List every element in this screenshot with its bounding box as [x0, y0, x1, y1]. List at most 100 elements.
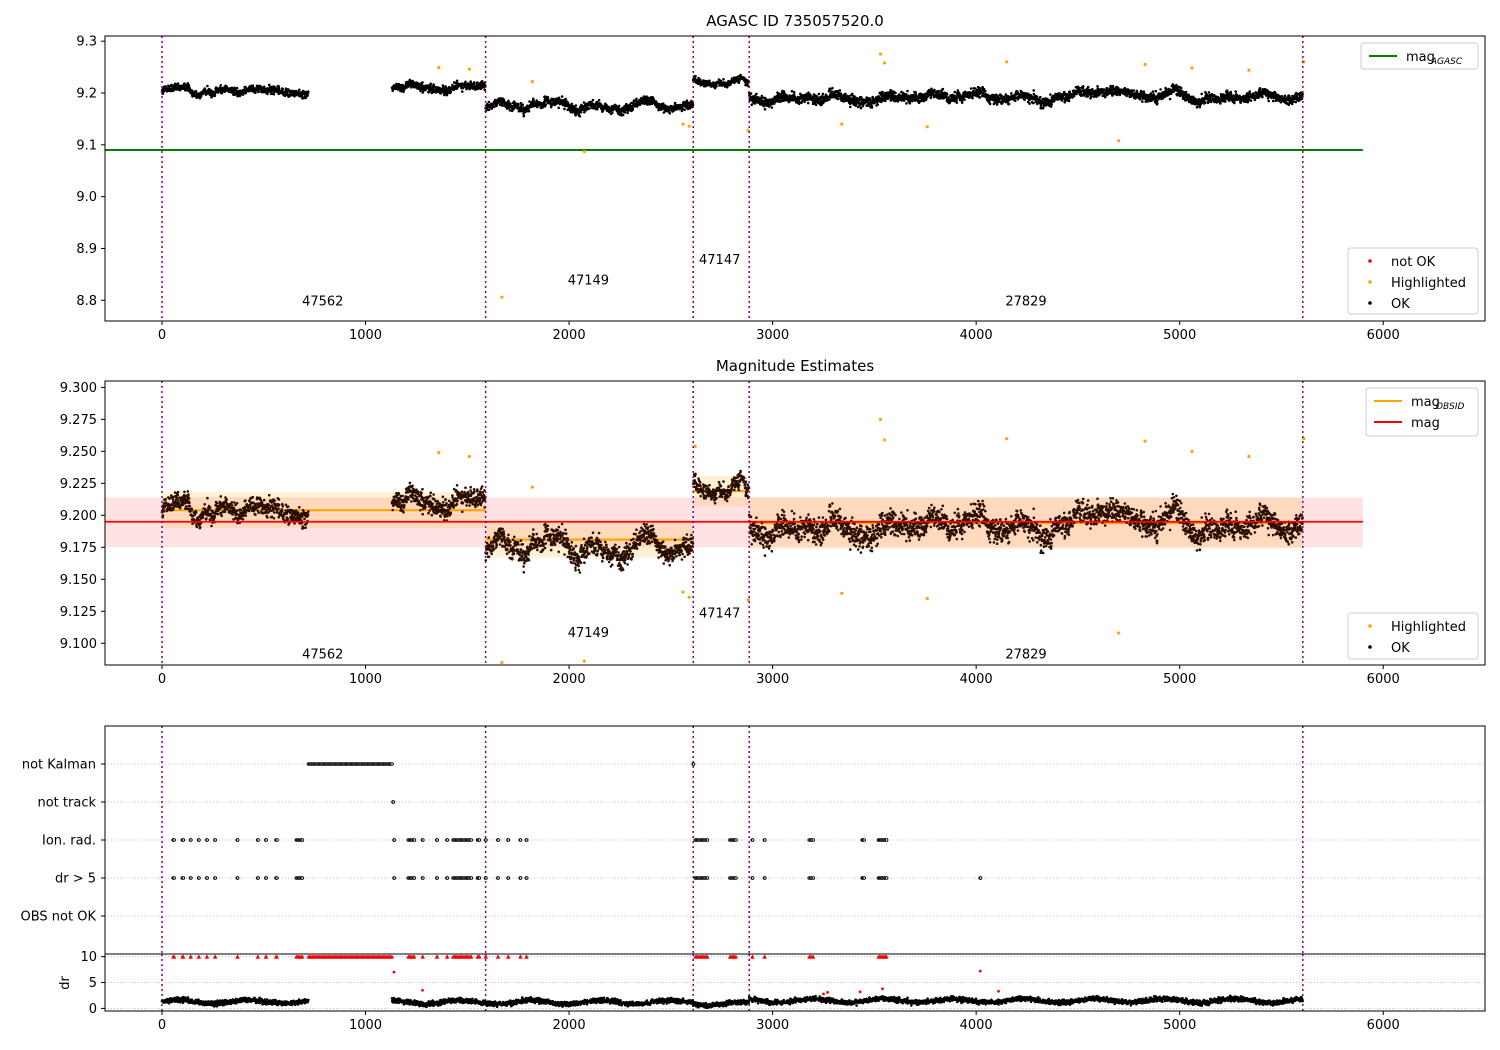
ok-point — [945, 93, 949, 96]
ok-point — [768, 104, 772, 107]
ok-point — [621, 113, 625, 117]
ok-point — [792, 90, 796, 94]
x-tick-label: 2000 — [553, 328, 586, 343]
ok-point — [821, 92, 825, 96]
highlighted-point — [467, 67, 471, 71]
ok-point — [814, 103, 818, 107]
ok-point — [176, 82, 180, 85]
ok-point — [894, 91, 897, 95]
ok-point — [635, 97, 638, 101]
ok-point — [1151, 90, 1155, 93]
ok-point — [517, 103, 520, 107]
ok-point — [527, 109, 531, 113]
ok-point — [557, 106, 560, 110]
ok-point — [1050, 102, 1053, 106]
y-tick-label: 9.2 — [76, 87, 97, 102]
ok-point — [298, 88, 301, 92]
ok-point — [838, 89, 842, 92]
ok-point — [1103, 95, 1107, 99]
ok-point — [839, 92, 843, 95]
ok-point — [971, 96, 974, 100]
ok-point — [816, 95, 819, 98]
ok-point — [421, 81, 424, 84]
ok-point — [1068, 90, 1071, 93]
ok-point — [206, 84, 209, 88]
ok-point — [1007, 102, 1011, 106]
highlighted-point — [1247, 68, 1251, 72]
ok-point — [762, 104, 765, 108]
ok-point — [281, 88, 285, 91]
ok-point — [722, 78, 725, 81]
ok-point — [307, 90, 310, 93]
ok-point — [272, 92, 276, 96]
ok-point — [487, 108, 491, 112]
ok-point — [906, 89, 909, 93]
ok-point — [210, 524, 213, 528]
ok-point — [836, 97, 840, 101]
ok-point — [955, 101, 959, 104]
ok-point — [611, 111, 614, 115]
ok-point — [849, 105, 852, 109]
ok-point — [1233, 101, 1236, 105]
highlighted-point — [878, 52, 883, 56]
ok-point — [1246, 100, 1250, 104]
ok-point — [1154, 89, 1158, 93]
ok-point — [188, 501, 191, 505]
ok-point — [876, 103, 879, 106]
ok-point — [1156, 99, 1159, 102]
ok-point — [574, 104, 578, 107]
ok-point — [1072, 94, 1076, 98]
ok-point — [277, 85, 281, 88]
ok-point — [213, 94, 217, 97]
ok-point — [790, 89, 794, 93]
ok-point — [963, 98, 966, 101]
magnitude-estimates-panel: 0 1000 2000 3000 4000 5000 6000 9.1009.1259.15… — [60, 357, 1486, 687]
y-tick-label: 8.8 — [76, 294, 97, 309]
ok-point — [1141, 100, 1144, 103]
ok-point — [461, 86, 465, 90]
ok-point — [591, 98, 595, 102]
ok-point — [831, 86, 834, 90]
ok-point — [186, 490, 190, 493]
ok-point — [1258, 87, 1262, 91]
legend-marker — [1368, 301, 1372, 305]
ok-point — [461, 90, 464, 93]
ok-point — [254, 91, 257, 95]
ok-point — [1267, 99, 1270, 103]
ok-point — [1287, 103, 1291, 106]
ok-point — [521, 103, 524, 106]
y-tick-label: 8.9 — [76, 242, 97, 257]
ok-point — [960, 101, 964, 104]
ok-point — [988, 102, 992, 106]
ok-point — [1013, 99, 1017, 102]
ok-point — [177, 502, 181, 505]
highlighted-point — [1190, 66, 1194, 70]
ok-point — [262, 85, 266, 89]
ok-point — [631, 107, 635, 110]
ok-point — [1290, 102, 1294, 106]
ok-point — [270, 92, 274, 95]
x-tick-label: 1000 — [349, 328, 382, 343]
ok-point — [626, 111, 629, 115]
ok-point — [201, 516, 205, 519]
highlighted-point — [840, 122, 844, 126]
ok-point — [213, 516, 216, 519]
ok-point — [194, 511, 198, 514]
highlighted-point — [882, 61, 887, 65]
ok-point — [578, 114, 582, 118]
ok-point — [1067, 99, 1071, 103]
ok-point — [694, 75, 697, 78]
ok-point — [978, 96, 982, 99]
ok-point — [884, 99, 887, 103]
ok-point — [1168, 97, 1172, 101]
ok-point — [1039, 95, 1042, 99]
y-tick-label: 9.1 — [76, 138, 97, 153]
ok-point — [177, 499, 180, 502]
ok-point — [583, 110, 586, 114]
figure-title: AGASC ID 735057520.0 — [706, 12, 884, 30]
ok-point — [680, 109, 684, 113]
ok-point — [1155, 102, 1159, 105]
ok-point — [429, 82, 433, 86]
ok-point — [267, 83, 271, 87]
ok-point — [190, 89, 194, 93]
